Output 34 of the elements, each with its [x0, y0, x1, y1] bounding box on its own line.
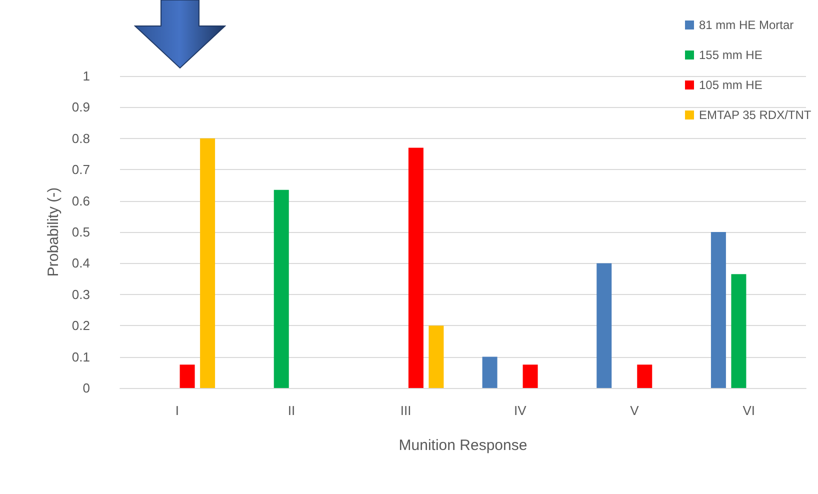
y-tick-label: 0.2	[72, 318, 90, 334]
bar	[428, 326, 444, 388]
legend-label: 81 mm HE Mortar	[699, 18, 794, 32]
legend-label: 105 mm HE	[699, 78, 762, 92]
legend-label: 155 mm HE	[699, 48, 762, 62]
bar	[274, 190, 289, 388]
bar	[637, 364, 652, 388]
bar	[482, 356, 498, 388]
legend-label: EMTAP 35 RDX/TNT	[699, 108, 812, 122]
bar	[710, 232, 726, 388]
y-tick-label: 0.7	[72, 162, 90, 178]
y-tick-label: 0.6	[72, 193, 90, 208]
y-tick-label: 0.8	[72, 130, 90, 146]
y-tick-label: 0.3	[72, 286, 90, 302]
x-tick-label: VI	[742, 403, 755, 418]
bar	[596, 263, 612, 388]
x-tick-label: II	[288, 403, 296, 418]
x-tick-label: I	[175, 403, 179, 418]
x-tick-label: V	[630, 403, 640, 418]
y-tick-label: 0.9	[72, 100, 90, 115]
x-tick-label: III	[400, 403, 412, 418]
y-tick-label: 1	[82, 68, 90, 84]
y-tick-label: 0.4	[72, 256, 90, 271]
bar	[408, 148, 424, 388]
bar	[180, 364, 195, 388]
y-tick-label: 0.1	[72, 349, 90, 364]
x-tick-label: IV	[514, 403, 527, 418]
y-axis-title: Probability (-)	[45, 187, 62, 277]
y-tick-label: 0	[82, 380, 90, 396]
y-tick-label: 0.5	[72, 224, 90, 240]
x-axis-title: Munition Response	[398, 437, 528, 454]
bar	[731, 274, 746, 388]
bar	[200, 138, 216, 388]
bar	[522, 364, 538, 388]
